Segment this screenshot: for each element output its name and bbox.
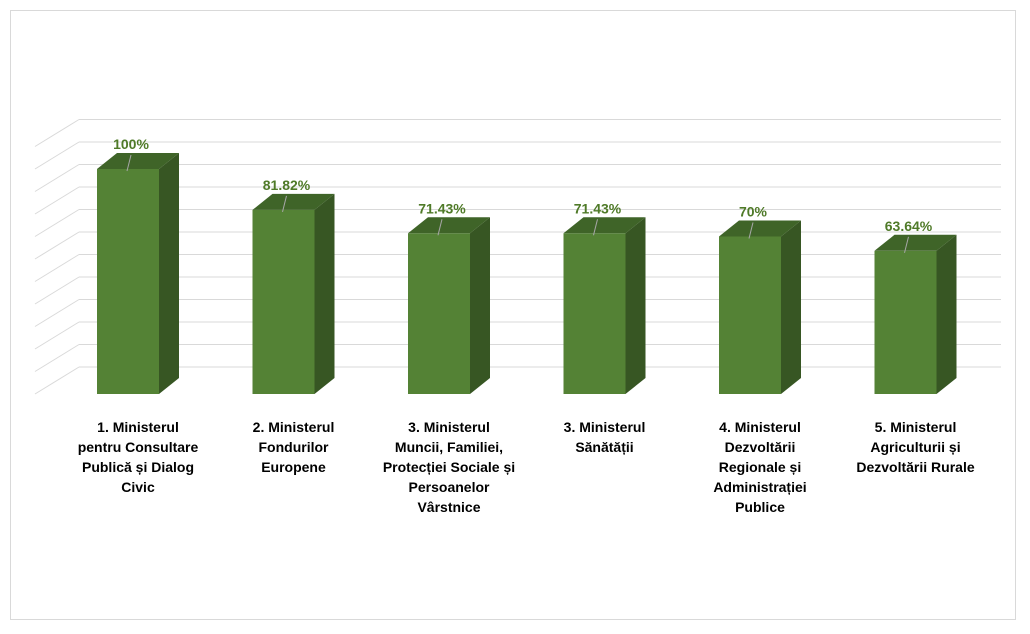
leader-line [904,236,909,253]
gridline-side [34,164,80,192]
gridline-side [34,141,80,170]
data-label: 70% [739,204,768,220]
gridline-side [34,231,80,260]
data-label: 63.64% [885,218,933,234]
gridline-side [34,344,80,372]
gridline-side [34,321,80,350]
bar-front [719,236,781,394]
bar-top [97,153,179,169]
leader-line [593,219,598,236]
chart-frame: 100% 81.82% 71.43% 71.43% 70% 63.64% 1. Minis… [10,10,1016,620]
leader-line [282,195,287,213]
chart-plot: 100% 81.82% 71.43% 71.43% 70% 63.64% [34,119,1001,395]
data-label: 81.82% [263,177,311,193]
bar-front [874,250,937,394]
bar-top [252,193,335,210]
bar-side [625,217,646,394]
bar-side [159,153,179,394]
bar-side [781,220,801,394]
bar-front [408,233,470,394]
gridline-side [34,276,80,305]
bar-top [719,220,801,237]
gridline-side [34,119,80,147]
category-label: 4. Ministerul Dezvoltării Regionale și A… [713,419,807,515]
bar-side [936,234,957,394]
leader-line [126,154,132,172]
gridline-side [34,299,80,327]
bar-front [97,169,159,394]
data-label: 100% [113,136,149,152]
category-label: 5. Ministerul Agriculturii și Dezvoltări… [856,419,975,475]
category-label: 3. Ministerul Muncii, Familiei, Protecți… [382,419,516,515]
gridline-side [34,186,80,215]
bar-top [408,217,490,234]
category-label: 2. Ministerul Fondurilor Europene [252,419,335,475]
leader-line [748,222,754,239]
category-label: 1. Ministerul pentru Consultare Publică … [77,419,199,495]
leader-line [437,219,443,236]
bar-front [252,209,315,394]
gridline-side [34,254,80,282]
data-label: 71.43% [418,200,466,216]
bar-side [470,217,490,394]
gridline-side [34,209,80,237]
bar-top [563,217,646,234]
bar-side [314,193,335,394]
bar-top [874,234,957,251]
gridline-side [34,366,80,395]
data-label: 71.43% [574,200,622,216]
category-label: 3. Ministerul Sănătății [563,419,646,455]
bar-front [563,233,626,394]
